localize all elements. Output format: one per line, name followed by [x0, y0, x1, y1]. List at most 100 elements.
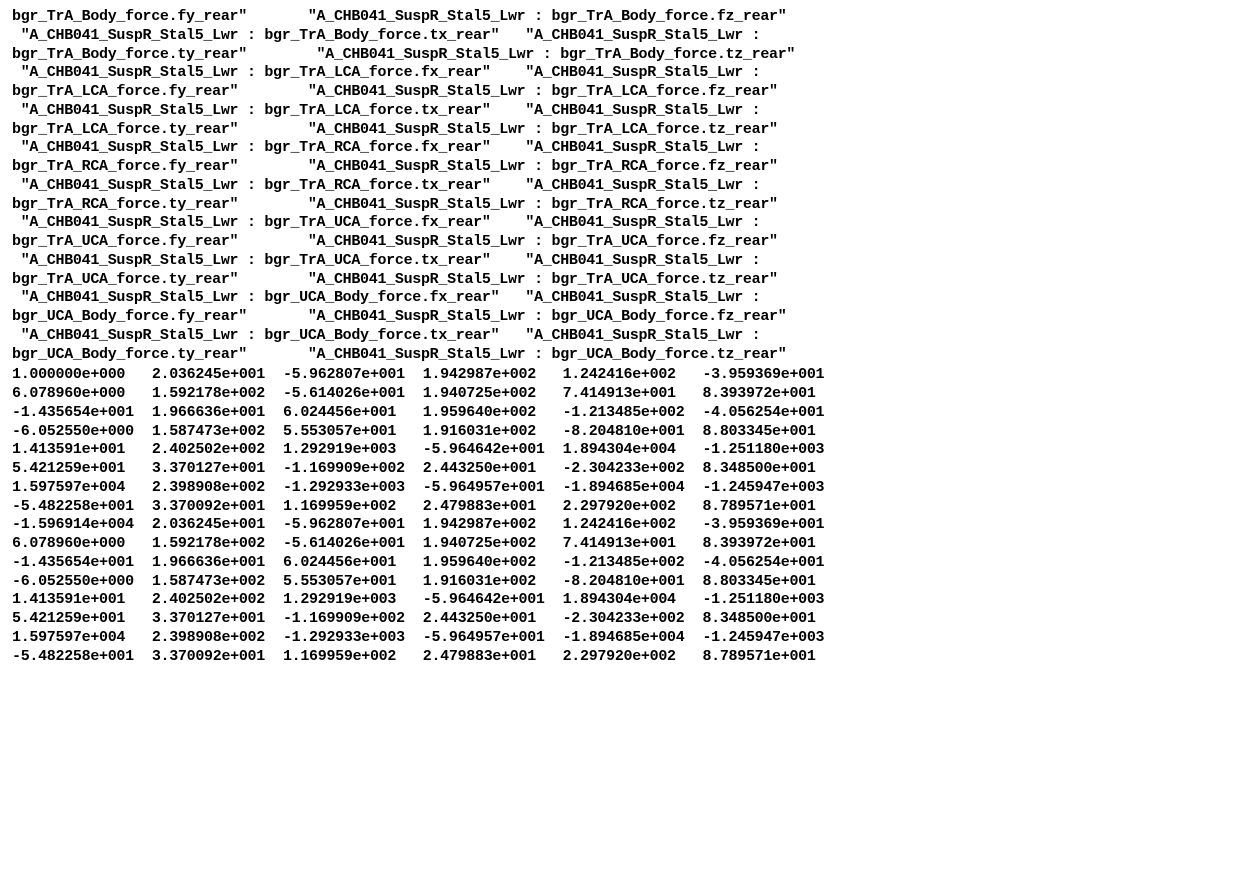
table-cell: 2.443250e+001 [423, 460, 563, 479]
table-cell: 2.402502e+002 [152, 591, 283, 610]
table-cell: 1.966636e+001 [152, 554, 283, 573]
table-cell: 6.024456e+001 [283, 404, 423, 423]
table-cell: 1.592178e+002 [152, 385, 283, 404]
table-row: 1.000000e+0002.036245e+001-5.962807e+001… [12, 366, 842, 385]
table-row: -5.482258e+0013.370092e+0011.169959e+002… [12, 498, 842, 517]
table-cell: 7.414913e+001 [563, 535, 703, 554]
table-cell: 3.370127e+001 [152, 610, 283, 629]
table-cell: 1.894304e+004 [563, 441, 703, 460]
table-cell: 1.959640e+002 [423, 404, 563, 423]
table-cell: -8.204810e+001 [563, 423, 703, 442]
table-cell: 8.393972e+001 [702, 385, 842, 404]
table-row: 1.597597e+0042.398908e+002-1.292933e+003… [12, 479, 842, 498]
table-cell: 1.242416e+002 [563, 366, 703, 385]
table-cell: 1.413591e+001 [12, 441, 152, 460]
table-cell: -4.056254e+001 [702, 554, 842, 573]
table-cell: -1.435654e+001 [12, 404, 152, 423]
table-cell: 8.803345e+001 [702, 573, 842, 592]
table-cell: 1.169959e+002 [283, 648, 423, 667]
table-cell: -5.962807e+001 [283, 366, 423, 385]
table-cell: 2.398908e+002 [152, 629, 283, 648]
table-cell: 1.597597e+004 [12, 629, 152, 648]
table-cell: -5.962807e+001 [283, 516, 423, 535]
table-cell: 3.370127e+001 [152, 460, 283, 479]
table-cell: 1.242416e+002 [563, 516, 703, 535]
table-cell: 8.348500e+001 [702, 460, 842, 479]
table-cell: 2.479883e+001 [423, 498, 563, 517]
table-cell: -3.959369e+001 [702, 516, 842, 535]
table-cell: -5.964957e+001 [423, 479, 563, 498]
table-row: -1.596914e+0042.036245e+001-5.962807e+00… [12, 516, 842, 535]
table-cell: 1.413591e+001 [12, 591, 152, 610]
table-cell: 7.414913e+001 [563, 385, 703, 404]
table-cell: -1.245947e+003 [702, 629, 842, 648]
table-cell: 8.803345e+001 [702, 423, 842, 442]
table-cell: -2.304233e+002 [563, 610, 703, 629]
table-cell: 1.587473e+002 [152, 423, 283, 442]
table-cell: -5.964642e+001 [423, 441, 563, 460]
table-cell: -3.959369e+001 [702, 366, 842, 385]
table-row: 6.078960e+0001.592178e+002-5.614026e+001… [12, 535, 842, 554]
table-cell: 8.789571e+001 [702, 648, 842, 667]
table-cell: 1.940725e+002 [423, 535, 563, 554]
table-cell: -5.614026e+001 [283, 385, 423, 404]
table-cell: 2.402502e+002 [152, 441, 283, 460]
table-cell: -6.052550e+000 [12, 573, 152, 592]
table-row: 5.421259e+0013.370127e+001-1.169909e+002… [12, 460, 842, 479]
table-row: -5.482258e+0013.370092e+0011.169959e+002… [12, 648, 842, 667]
table-cell: -5.482258e+001 [12, 648, 152, 667]
table-cell: -8.204810e+001 [563, 573, 703, 592]
table-row: 1.597597e+0042.398908e+002-1.292933e+003… [12, 629, 842, 648]
table-cell: 2.297920e+002 [563, 648, 703, 667]
table-cell: 1.169959e+002 [283, 498, 423, 517]
table-cell: -5.482258e+001 [12, 498, 152, 517]
table-cell: 6.024456e+001 [283, 554, 423, 573]
table-cell: -6.052550e+000 [12, 423, 152, 442]
table-cell: -4.056254e+001 [702, 404, 842, 423]
table-cell: -1.292933e+003 [283, 629, 423, 648]
table-cell: 2.443250e+001 [423, 610, 563, 629]
table-row: 6.078960e+0001.592178e+002-5.614026e+001… [12, 385, 842, 404]
table-cell: -1.894685e+004 [563, 629, 703, 648]
table-cell: -5.614026e+001 [283, 535, 423, 554]
table-cell: 5.421259e+001 [12, 610, 152, 629]
table-cell: 1.292919e+003 [283, 441, 423, 460]
table-cell: 2.036245e+001 [152, 516, 283, 535]
table-cell: -1.213485e+002 [563, 404, 703, 423]
table-cell: 1.592178e+002 [152, 535, 283, 554]
table-cell: -1.169909e+002 [283, 460, 423, 479]
table-cell: 8.393972e+001 [702, 535, 842, 554]
table-cell: 5.421259e+001 [12, 460, 152, 479]
table-cell: 3.370092e+001 [152, 498, 283, 517]
table-cell: 8.348500e+001 [702, 610, 842, 629]
table-cell: 1.292919e+003 [283, 591, 423, 610]
table-cell: -5.964957e+001 [423, 629, 563, 648]
table-cell: -1.435654e+001 [12, 554, 152, 573]
table-row: 1.413591e+0012.402502e+0021.292919e+003-… [12, 441, 842, 460]
table-row: -1.435654e+0011.966636e+0016.024456e+001… [12, 404, 842, 423]
table-cell: 1.942987e+002 [423, 516, 563, 535]
table-cell: 2.036245e+001 [152, 366, 283, 385]
channel-header-block: bgr_TrA_Body_force.fy_rear" "A_CHB041_Su… [12, 8, 1228, 364]
table-cell: 2.479883e+001 [423, 648, 563, 667]
table-row: 1.413591e+0012.402502e+0021.292919e+003-… [12, 591, 842, 610]
table-cell: 3.370092e+001 [152, 648, 283, 667]
table-cell: 1.940725e+002 [423, 385, 563, 404]
table-cell: 1.587473e+002 [152, 573, 283, 592]
table-cell: 6.078960e+000 [12, 535, 152, 554]
table-cell: -1.251180e+003 [702, 591, 842, 610]
table-cell: 2.297920e+002 [563, 498, 703, 517]
table-cell: -1.292933e+003 [283, 479, 423, 498]
table-row: -6.052550e+0001.587473e+0025.553057e+001… [12, 573, 842, 592]
table-cell: 5.553057e+001 [283, 573, 423, 592]
table-cell: 6.078960e+000 [12, 385, 152, 404]
table-cell: -1.894685e+004 [563, 479, 703, 498]
table-cell: 1.966636e+001 [152, 404, 283, 423]
table-cell: -1.245947e+003 [702, 479, 842, 498]
table-cell: 1.894304e+004 [563, 591, 703, 610]
table-cell: -1.169909e+002 [283, 610, 423, 629]
table-cell: -5.964642e+001 [423, 591, 563, 610]
table-cell: 1.000000e+000 [12, 366, 152, 385]
table-cell: 2.398908e+002 [152, 479, 283, 498]
table-cell: 5.553057e+001 [283, 423, 423, 442]
